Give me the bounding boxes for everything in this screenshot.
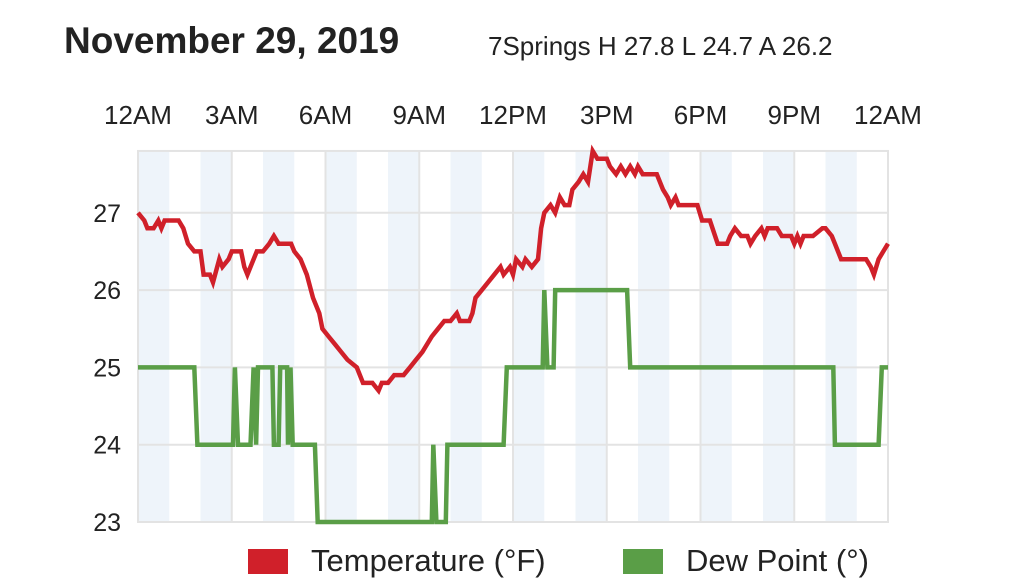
temperature-swatch bbox=[248, 548, 288, 574]
legend-item-dew-point[interactable]: Dew Point (°) bbox=[623, 543, 869, 579]
shaded-hour-band bbox=[200, 150, 232, 522]
x-tick-label: 9PM bbox=[768, 100, 821, 130]
legend-item-temperature[interactable]: Temperature (°F) bbox=[248, 543, 546, 579]
legend-label-dew-point: Dew Point (°) bbox=[686, 543, 869, 578]
x-tick-label: 12AM bbox=[854, 100, 922, 130]
station-summary: 7Springs H 27.8 L 24.7 A 26.2 bbox=[488, 31, 833, 61]
dew-point-line bbox=[138, 287, 888, 525]
y-tick-label: 24 bbox=[93, 432, 121, 460]
y-tick-label: 23 bbox=[93, 509, 121, 537]
shaded-hour-band bbox=[638, 150, 670, 522]
x-tick-label: 12AM bbox=[104, 100, 172, 130]
shaded-hour-band bbox=[138, 150, 170, 522]
shaded-hour-band bbox=[388, 150, 420, 522]
shaded-hour-band bbox=[763, 150, 795, 522]
x-tick-label: 3AM bbox=[205, 100, 258, 130]
y-tick-label: 25 bbox=[93, 354, 121, 382]
dew-point-swatch bbox=[623, 548, 663, 574]
x-tick-label: 6AM bbox=[299, 100, 352, 130]
shaded-hour-band bbox=[700, 150, 732, 522]
shaded-hour-band bbox=[513, 150, 545, 522]
plot-border bbox=[137, 149, 889, 524]
x-tick-label: 12PM bbox=[479, 100, 547, 130]
page-title: November 29, 2019 bbox=[64, 20, 400, 61]
shaded-hour-band bbox=[575, 150, 607, 522]
shaded-hour-band bbox=[825, 150, 857, 522]
shaded-hour-band bbox=[450, 150, 482, 522]
x-tick-label: 3PM bbox=[580, 100, 633, 130]
temperature-line bbox=[136, 144, 890, 395]
shaded-hour-band bbox=[263, 150, 295, 522]
y-tick-label: 27 bbox=[93, 200, 121, 228]
x-tick-label: 6PM bbox=[674, 100, 727, 130]
legend-label-temperature: Temperature (°F) bbox=[311, 543, 546, 578]
y-tick-label: 26 bbox=[93, 277, 121, 305]
x-tick-label: 9AM bbox=[393, 100, 446, 130]
